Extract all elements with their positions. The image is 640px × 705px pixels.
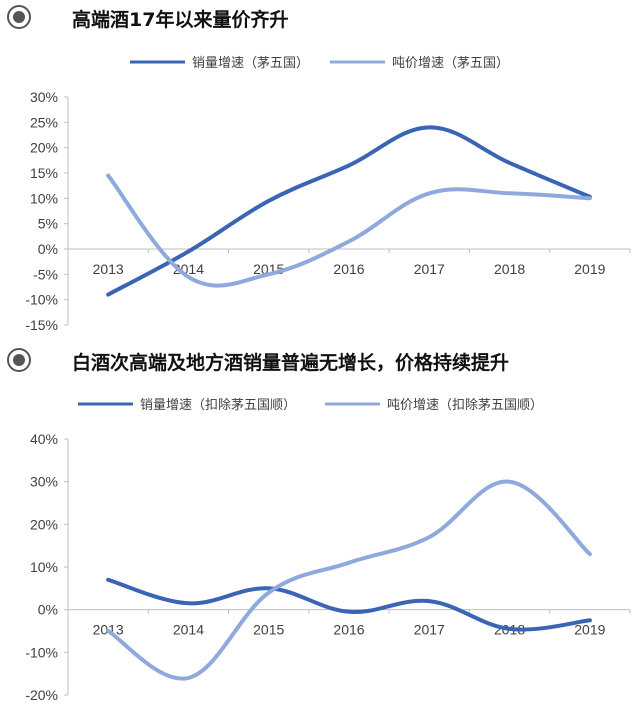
x-tick-label: 2017: [414, 261, 445, 277]
y-tick-label: 0%: [38, 241, 58, 257]
y-tick-label: 30%: [30, 474, 58, 490]
x-tick-label: 2016: [333, 622, 364, 638]
chart-title-1: 高端酒17年以来量价齐升: [72, 9, 289, 31]
y-tick-label: 20%: [30, 516, 58, 532]
y-tick-label: 15%: [30, 165, 58, 181]
y-tick-label: -10%: [25, 644, 58, 660]
x-tick-label: 2019: [574, 622, 605, 638]
legend-label-series-1: 销量增速（扣除茅五国顺）: [140, 398, 296, 413]
x-tick-label: 2018: [494, 261, 525, 277]
legend-label-series-2: 吨价增速（扣除茅五国顺）: [387, 398, 543, 413]
legend-label-series-2: 吨价增速（茅五国）: [392, 56, 509, 71]
section-title-1: 高端酒17年以来量价齐升: [0, 2, 640, 32]
chart-1-lines: [106, 125, 592, 297]
y-tick-label: 10%: [30, 559, 58, 575]
x-tick-label: 2016: [333, 261, 364, 277]
y-tick-label: 25%: [30, 114, 58, 130]
radio-bullet-icon: [7, 348, 31, 372]
x-tick-label: 2013: [93, 261, 124, 277]
legend-label-series-1: 销量增速（茅五国）: [192, 56, 309, 71]
radio-bullet-icon: [7, 5, 31, 29]
series-line-2: [106, 173, 592, 288]
y-tick-label: -20%: [25, 687, 58, 703]
y-tick-label: 20%: [30, 140, 58, 156]
section-title-2: 白酒次高端及地方酒销量普遍无增长，价格持续提升: [0, 345, 640, 375]
y-tick-label: -15%: [25, 317, 58, 333]
chart-1: 销量增速（茅五国） 吨价增速（茅五国） 30% 25% 20% 15% 10% 5% 0% -…: [25, 56, 631, 333]
x-tick-label: 2019: [574, 261, 605, 277]
y-tick-label: 40%: [30, 431, 58, 447]
y-tick-label: -5%: [33, 266, 58, 282]
chart-title-2: 白酒次高端及地方酒销量普遍无增长，价格持续提升: [72, 352, 510, 374]
chart-1-legend: 销量增速（茅五国） 吨价增速（茅五国）: [130, 56, 509, 71]
x-tick-label: 2014: [173, 622, 204, 638]
series-line-1: [106, 577, 592, 632]
chart-1-axes: 30%25%20%15%10%5%0%-5%-10%-15%2013 2014 20…: [25, 89, 631, 333]
chart-2: 销量增速（扣除茅五国顺） 吨价增速（扣除茅五国顺） 40% 30% 20% 10% 0%…: [25, 398, 631, 703]
y-tick-label: 10%: [30, 190, 58, 206]
x-tick-label: 2017: [414, 622, 445, 638]
y-tick-label: 5%: [38, 216, 58, 232]
series-line-1: [106, 125, 592, 297]
y-tick-label: 0%: [38, 602, 58, 618]
y-tick-label: -10%: [25, 292, 58, 308]
chart-2-legend: 销量增速（扣除茅五国顺） 吨价增速（扣除茅五国顺）: [78, 398, 543, 413]
x-tick-label: 2015: [253, 622, 284, 638]
chart-2-lines: [106, 479, 592, 681]
series-line-2: [106, 479, 592, 681]
y-tick-label: 30%: [30, 89, 58, 105]
